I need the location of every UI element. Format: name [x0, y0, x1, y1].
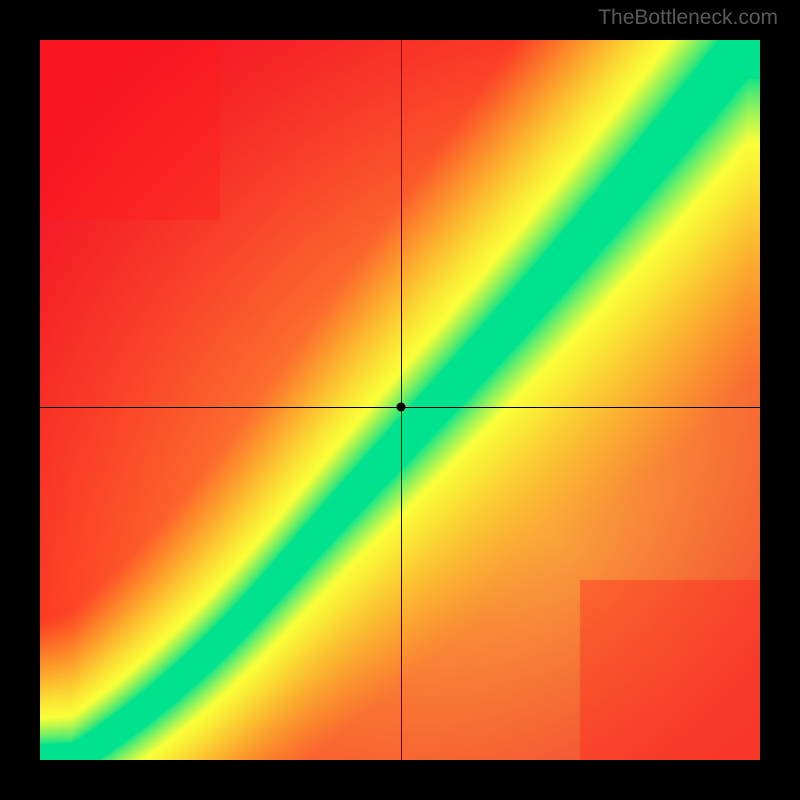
- plot-area: [40, 40, 760, 760]
- crosshair-vertical: [401, 40, 402, 760]
- selection-marker: [397, 403, 406, 412]
- bottleneck-heatmap: [40, 40, 760, 760]
- watermark-text: TheBottleneck.com: [598, 6, 778, 30]
